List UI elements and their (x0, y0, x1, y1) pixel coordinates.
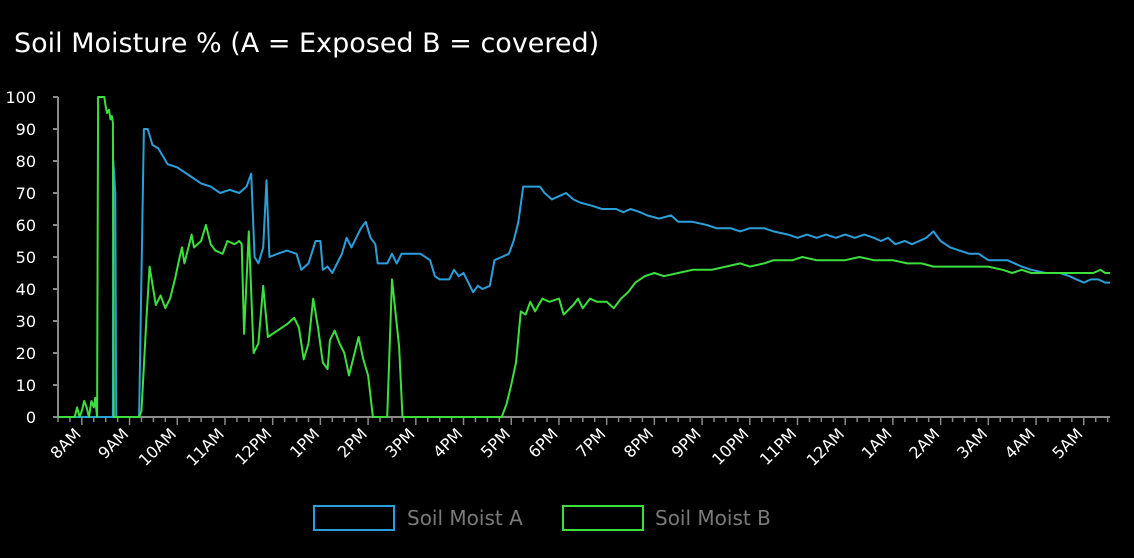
x-tick-label: 10PM (708, 424, 752, 468)
x-tick-label: 3AM (953, 424, 991, 462)
x-tick-label: 6PM (525, 424, 562, 461)
x-tick-label: 10AM (135, 424, 180, 469)
y-tick-label: 10 (16, 376, 36, 395)
y-tick-label: 90 (16, 120, 36, 139)
x-tick-label: 1AM (858, 424, 896, 462)
series-layer (58, 96, 1110, 418)
chart-title: Soil Moisture % (A = Exposed B = covered… (14, 28, 600, 59)
x-tick-label: 2AM (905, 424, 943, 462)
y-tick-label: 20 (16, 344, 36, 363)
x-tick-label: 9AM (94, 424, 132, 462)
y-tick-label: 70 (16, 184, 36, 203)
x-tick-label: 3PM (381, 424, 418, 461)
y-tick-label: 40 (16, 280, 36, 299)
y-axis: 0 10 20 30 40 50 60 70 80 90 100 (5, 88, 59, 427)
legend: Soil Moist A Soil Moist B (313, 505, 771, 531)
y-tick-label: 80 (16, 152, 36, 171)
x-tick-label: 5AM (1048, 424, 1086, 462)
y-tick-label: 100 (5, 88, 36, 107)
x-tick-label: 5PM (477, 424, 514, 461)
legend-swatch[interactable] (562, 505, 644, 531)
x-tick-label: 11AM (182, 424, 227, 469)
y-tick-label: 30 (16, 312, 36, 331)
series-line-soil-moist-b (58, 96, 1110, 418)
legend-label[interactable]: Soil Moist A (407, 506, 523, 530)
x-tick-label: 12PM (231, 424, 275, 468)
x-tick-label: 8PM (620, 424, 657, 461)
series-line-soil-moist-a (58, 128, 1110, 418)
x-tick-label: 4AM (1001, 424, 1039, 462)
y-tick-label: 60 (16, 216, 36, 235)
y-tick-label: 50 (16, 248, 36, 267)
x-tick-label: 1PM (286, 424, 323, 461)
legend-label[interactable]: Soil Moist B (655, 506, 771, 530)
x-tick-label: 9PM (668, 424, 705, 461)
x-tick-label: 2PM (334, 424, 371, 461)
x-axis: 8AM 9AM 10AM 11AM 12PM 1PM 2PM 3PM 4PM 5PM 6PM 7PM 8… (47, 416, 1110, 470)
legend-swatch[interactable] (313, 505, 395, 531)
x-tick-label: 7PM (572, 424, 609, 461)
x-tick-label: 8AM (47, 424, 85, 462)
x-tick-label: 12AM (803, 424, 848, 469)
x-tick-label: 4PM (429, 424, 466, 461)
y-tick-label: 0 (26, 408, 36, 427)
x-tick-label: 11PM (756, 424, 800, 468)
